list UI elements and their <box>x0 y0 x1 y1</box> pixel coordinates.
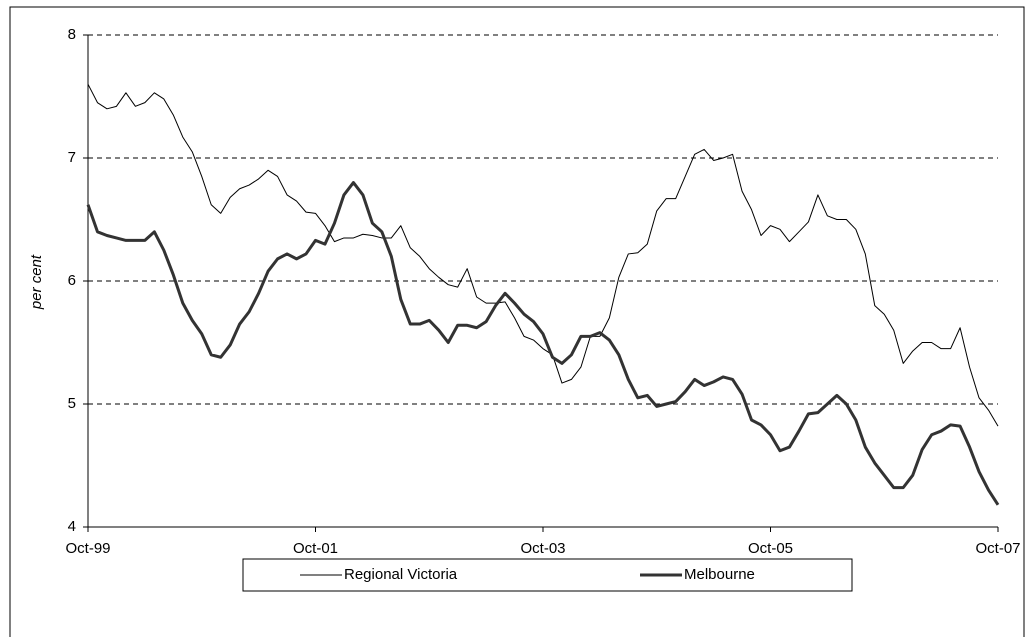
x-tick-label: Oct-01 <box>293 540 338 557</box>
legend-label: Regional Victoria <box>344 566 458 583</box>
x-tick-label: Oct-07 <box>975 540 1020 557</box>
y-tick-label: 5 <box>68 395 76 412</box>
x-tick-label: Oct-05 <box>748 540 793 557</box>
y-axis-label: per cent <box>28 254 45 310</box>
y-tick-label: 7 <box>68 149 76 166</box>
legend-label: Melbourne <box>684 566 755 583</box>
x-tick-label: Oct-03 <box>520 540 565 557</box>
y-tick-label: 8 <box>68 26 76 43</box>
data-line <box>87 83 999 427</box>
y-tick-label: 6 <box>68 272 76 289</box>
legend-box <box>242 558 853 592</box>
data-line <box>86 181 1000 506</box>
y-tick-label: 4 <box>68 518 76 535</box>
x-tick-label: Oct-99 <box>65 540 110 557</box>
